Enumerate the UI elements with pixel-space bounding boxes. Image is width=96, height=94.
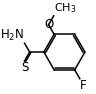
Text: S: S (21, 61, 28, 74)
Text: O: O (44, 18, 53, 31)
Text: CH$_3$: CH$_3$ (54, 2, 77, 15)
Text: H$_2$N: H$_2$N (0, 28, 24, 43)
Text: F: F (80, 79, 87, 92)
